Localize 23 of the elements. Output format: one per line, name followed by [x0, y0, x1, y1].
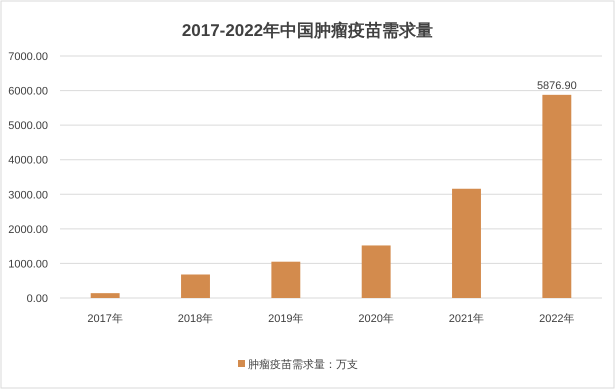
x-tick-label: 2018年 — [178, 313, 214, 325]
x-tick-label: 2022年 — [539, 313, 575, 325]
data-label: 5876.90 — [536, 80, 577, 92]
y-tick-label: 0.00 — [26, 293, 48, 305]
bar — [90, 293, 120, 298]
legend-label: 肿瘤疫苗需求量：万支 — [248, 358, 358, 371]
x-tick-label: 2020年 — [358, 313, 394, 325]
y-tick-label: 5000.00 — [8, 120, 48, 132]
x-tick-label: 2017年 — [87, 313, 123, 325]
y-tick-label: 2000.00 — [8, 224, 48, 236]
x-tick-label: 2021年 — [448, 313, 484, 325]
y-tick-label: 4000.00 — [8, 154, 48, 167]
bar — [271, 262, 300, 298]
bar — [181, 274, 210, 298]
bar — [542, 94, 572, 298]
bar — [452, 188, 481, 298]
y-tick-label: 6000.00 — [8, 86, 48, 98]
y-tick-label: 1000.00 — [8, 258, 48, 270]
x-tick-label: 2019年 — [268, 313, 304, 325]
y-tick-label: 7000.00 — [8, 51, 48, 63]
y-tick-label: 3000.00 — [8, 189, 48, 202]
chart-title: 2017-2022年中国肿瘤疫苗需求量 — [182, 21, 434, 40]
bar — [362, 245, 391, 298]
